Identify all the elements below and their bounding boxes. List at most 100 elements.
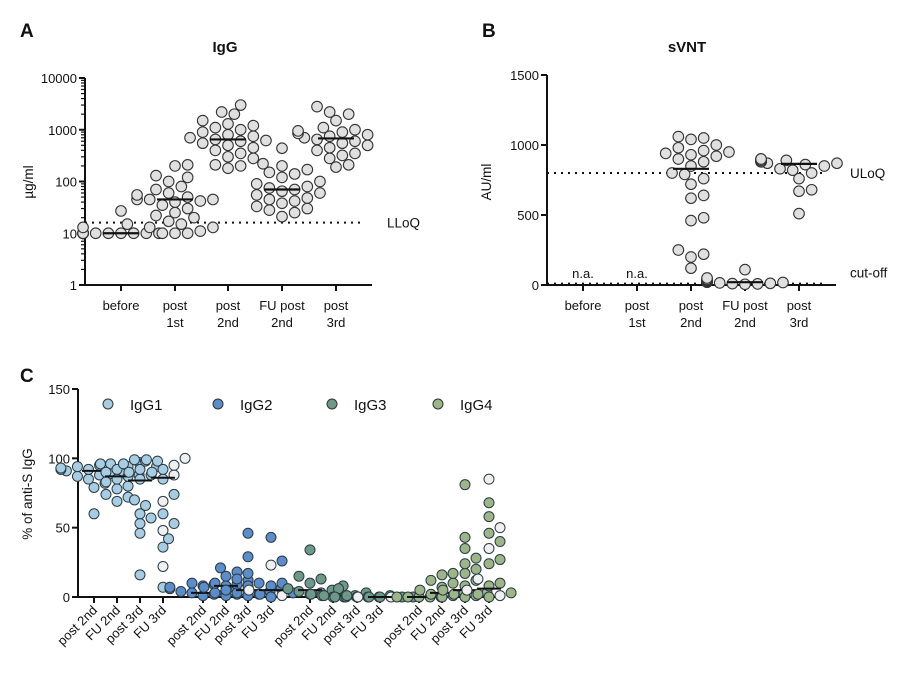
- data-point: [304, 544, 316, 556]
- data-point: [323, 152, 336, 165]
- data-point: [247, 152, 260, 165]
- data-point: [793, 185, 805, 198]
- data-point: [209, 144, 222, 157]
- data-point: [88, 508, 100, 520]
- data-point: [276, 210, 288, 223]
- data-point: [234, 135, 247, 148]
- data-point: [330, 114, 342, 127]
- data-point: [186, 577, 198, 589]
- data-point: [77, 221, 89, 234]
- data-point: [196, 126, 209, 138]
- data-point: [140, 499, 152, 511]
- data-point: [234, 147, 247, 160]
- data-point: [293, 585, 305, 597]
- data-point: [250, 189, 263, 201]
- data-point: [805, 183, 818, 196]
- data-point: [250, 178, 263, 190]
- data-point: [751, 278, 764, 290]
- data-point: [222, 150, 234, 163]
- data-point: [276, 555, 288, 567]
- data-point: [162, 215, 175, 228]
- y-tick-label: 1500: [510, 68, 539, 83]
- data-point: [162, 187, 175, 199]
- y-tick-label: 50: [56, 521, 70, 536]
- data-point: [723, 146, 735, 158]
- data-point: [793, 172, 805, 185]
- data-point: [55, 462, 67, 474]
- data-point: [341, 590, 353, 602]
- data-point: [265, 559, 277, 571]
- chart-title-a: IgG: [213, 39, 238, 56]
- data-point: [315, 573, 327, 585]
- data-point: [122, 480, 134, 492]
- data-point: [483, 511, 495, 523]
- legend-marker: [212, 398, 224, 410]
- data-point: [179, 452, 191, 464]
- data-point: [818, 160, 831, 172]
- data-point: [323, 106, 336, 118]
- data-point: [181, 171, 194, 184]
- x-tick-label: 1st: [166, 315, 184, 330]
- data-point: [710, 139, 723, 151]
- y-tick-label: 100: [55, 175, 77, 190]
- data-point: [150, 183, 162, 196]
- na-annotation: n.a.: [626, 266, 648, 281]
- data-point: [505, 587, 517, 599]
- data-point: [111, 483, 123, 495]
- data-point: [459, 542, 471, 554]
- data-point: [260, 134, 272, 147]
- data-point: [263, 193, 276, 206]
- x-tick-label: post: [163, 298, 188, 313]
- data-point: [755, 153, 767, 165]
- data-point: [701, 272, 713, 284]
- data-point: [188, 211, 200, 224]
- data-point: [222, 162, 234, 175]
- data-point: [459, 479, 471, 491]
- data-point: [437, 584, 449, 596]
- data-point: [494, 554, 506, 566]
- data-point: [672, 244, 685, 256]
- data-point: [263, 166, 276, 179]
- data-point: [831, 157, 843, 170]
- data-point: [222, 139, 234, 152]
- data-point: [470, 563, 482, 575]
- data-point: [150, 169, 162, 182]
- x-tick-label: post: [679, 298, 704, 313]
- x-tick-label: 2nd: [217, 315, 239, 330]
- data-point: [777, 276, 789, 289]
- data-point: [157, 495, 169, 507]
- y-tick-label: 1000: [48, 123, 77, 138]
- data-point: [697, 248, 710, 261]
- data-point: [697, 172, 710, 185]
- data-point: [214, 562, 226, 574]
- data-point: [301, 202, 314, 215]
- data-point: [293, 570, 305, 582]
- data-point: [311, 100, 323, 113]
- data-point: [414, 584, 426, 596]
- x-tick-label: FU post: [722, 298, 768, 313]
- data-point: [726, 277, 739, 290]
- data-point: [231, 573, 243, 585]
- data-point: [292, 125, 304, 137]
- data-point: [131, 189, 143, 201]
- data-point: [494, 577, 506, 589]
- data-point: [459, 531, 471, 543]
- reference-line-label: LLoQ: [387, 216, 420, 231]
- x-tick-label: before: [565, 298, 602, 313]
- x-tick-label: 1st: [628, 315, 646, 330]
- data-point: [314, 187, 326, 199]
- data-point: [123, 466, 135, 478]
- data-point: [288, 206, 301, 219]
- data-point: [168, 518, 180, 530]
- data-point: [447, 567, 459, 579]
- data-point: [739, 278, 751, 291]
- data-point: [697, 132, 710, 144]
- legend-label: IgG3: [354, 397, 387, 414]
- data-point: [175, 218, 188, 230]
- data-point: [265, 591, 277, 603]
- data-point: [234, 160, 247, 172]
- data-point: [774, 162, 786, 175]
- data-point: [194, 195, 207, 207]
- data-point: [276, 197, 288, 210]
- x-tick-label: post: [625, 298, 650, 313]
